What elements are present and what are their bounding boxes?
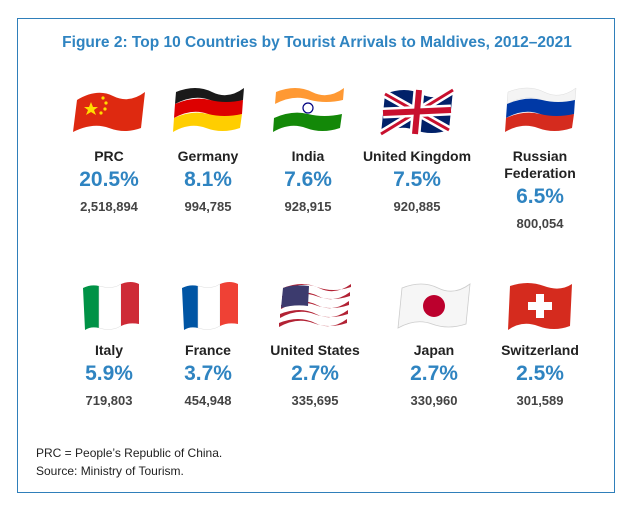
share-value: 2.7% <box>410 362 458 385</box>
country-name: Switzerland <box>501 342 579 358</box>
country-cell: Russian Federation 6.5% 800,054 <box>480 82 600 232</box>
arrivals-value: 928,915 <box>284 199 332 214</box>
figure-frame <box>17 18 615 493</box>
arrivals-value: 330,960 <box>410 393 458 408</box>
arrivals-value: 454,948 <box>184 393 232 408</box>
country-name: Italy <box>94 342 123 358</box>
country-cell: PRC 20.5% 2,518,894 <box>49 82 169 215</box>
russia-flag-icon <box>505 87 577 132</box>
japan-flag-icon <box>397 283 471 329</box>
figure-notes: PRC = People’s Republic of China. Source… <box>36 444 222 480</box>
country-cell: Switzerland 2.5% 301,589 <box>480 276 600 409</box>
share-value: 8.1% <box>184 168 232 191</box>
arrivals-value: 301,589 <box>516 393 564 408</box>
country-cell: United States 2.7% 335,695 <box>255 276 375 409</box>
germany-flag-icon <box>173 88 244 132</box>
uk-flag-icon <box>378 86 456 138</box>
share-value: 7.5% <box>393 168 441 191</box>
arrivals-value: 994,785 <box>184 199 232 214</box>
share-value: 7.6% <box>284 168 332 191</box>
country-name: PRC <box>94 148 124 164</box>
arrivals-value: 335,695 <box>291 393 339 408</box>
arrivals-value: 800,054 <box>516 216 564 231</box>
share-value: 5.9% <box>85 362 133 385</box>
country-cell: France 3.7% 454,948 <box>148 276 268 409</box>
country-name: United Kingdom <box>362 148 472 164</box>
country-cell: India 7.6% 928,915 <box>248 82 368 215</box>
share-value: 2.5% <box>516 362 564 385</box>
country-name: United States <box>270 342 360 358</box>
source-note: Source: Ministry of Tourism. <box>36 464 184 478</box>
country-name: India <box>291 148 325 164</box>
italy-flag-icon <box>83 282 139 330</box>
country-cell: United Kingdom 7.5% 920,885 <box>357 82 477 215</box>
country-cell: Germany 8.1% 994,785 <box>148 82 268 215</box>
arrivals-value: 2,518,894 <box>80 199 138 214</box>
china-flag-icon <box>73 92 145 132</box>
country-name: Russian Federation <box>504 148 576 181</box>
india-flag-icon <box>273 88 344 132</box>
share-value: 6.5% <box>516 185 564 208</box>
usa-flag-icon <box>279 284 351 328</box>
country-name: France <box>185 342 231 358</box>
abbreviation-note: PRC = People’s Republic of China. <box>36 446 223 460</box>
country-cell: Japan 2.7% 330,960 <box>374 276 494 409</box>
arrivals-value: 920,885 <box>393 199 441 214</box>
share-value: 3.7% <box>184 362 232 385</box>
country-name: Japan <box>413 342 455 358</box>
arrivals-value: 719,803 <box>85 393 133 408</box>
country-name: Germany <box>177 148 239 164</box>
country-cell: Italy 5.9% 719,803 <box>49 276 169 409</box>
figure-title: Figure 2: Top 10 Countries by Tourist Ar… <box>62 34 572 51</box>
share-value: 2.7% <box>291 362 339 385</box>
switzerland-flag-icon <box>508 283 572 330</box>
france-flag-icon <box>182 282 238 330</box>
share-value: 20.5% <box>79 168 139 191</box>
